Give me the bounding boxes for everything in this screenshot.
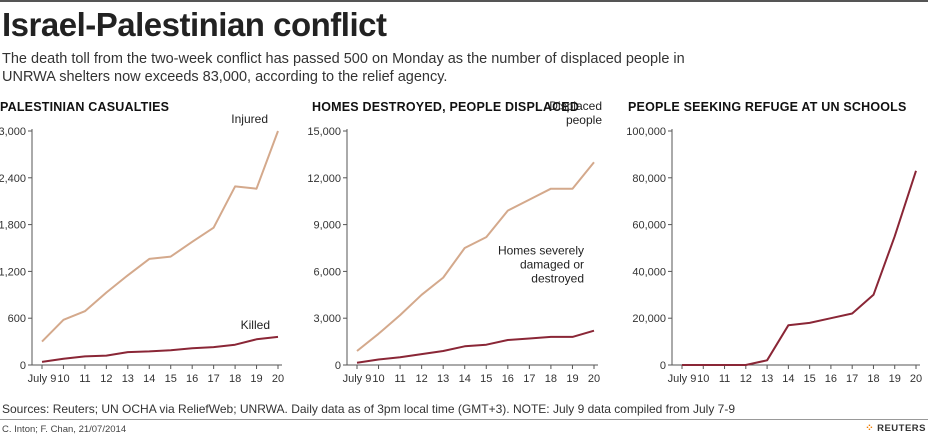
x-tick-label: 14	[782, 373, 794, 385]
x-tick-label: July 9	[28, 373, 57, 385]
page-subtitle: The death toll from the two-week conflic…	[2, 51, 685, 85]
chart-homes: 0 3,000 6,000 9,000 12,000 15,000 July 9 10 11 12…	[307, 99, 602, 385]
brand-name: REUTERS	[877, 423, 926, 434]
y-tick-label: 100,000	[626, 126, 666, 138]
series-annotation: destroyed	[531, 272, 584, 286]
footer-rule	[0, 419, 928, 420]
y-tick-label: 1,800	[0, 220, 26, 232]
series-annotation: Homes severely	[498, 244, 584, 258]
page-title: Israel-Palestinian conflict	[2, 6, 387, 43]
y-tick-label: 0	[20, 360, 26, 372]
x-tick-label: 10	[57, 373, 69, 385]
x-tick-label: 16	[825, 373, 837, 385]
y-tick-label: 3,000	[0, 126, 26, 138]
x-tick-label: 11	[394, 373, 405, 385]
series-annotation: people	[566, 113, 602, 127]
y-tick-label: 3,000	[313, 313, 341, 325]
chart-casualties: 0 600 1,200 1,800 2,400 3,000 July 9 10 11 12 13 14…	[0, 112, 284, 385]
y-tick-label: 40,000	[632, 266, 666, 278]
x-tick-label: 18	[867, 373, 879, 385]
x-tick-label: 17	[523, 373, 535, 385]
y-tick-label: 1,200	[0, 266, 26, 278]
x-tick-label: 13	[761, 373, 773, 385]
x-tick-label: 16	[186, 373, 198, 385]
x-tick-label: 14	[459, 373, 471, 385]
x-tick-label: 18	[545, 373, 557, 385]
x-tick-label: July 9	[343, 373, 372, 385]
y-tick-label: 0	[335, 360, 341, 372]
top-rule	[0, 0, 928, 2]
x-tick-label: 15	[165, 373, 177, 385]
y-tick-label: 20,000	[632, 313, 666, 325]
x-tick-label: 16	[502, 373, 514, 385]
y-tick-label: 80,000	[632, 173, 666, 185]
series-annotation: Killed	[241, 318, 270, 332]
x-tick-label: 19	[250, 373, 262, 385]
series-annotation: Injured	[231, 112, 268, 126]
chart-title: HOMES DESTROYED, PEOPLE DISPLACED	[312, 100, 580, 114]
y-tick-label: 15,000	[307, 126, 341, 138]
series-line-injured	[41, 130, 279, 343]
x-tick-label: 11	[79, 373, 90, 385]
y-tick-label: 60,000	[632, 220, 666, 232]
x-tick-label: 10	[372, 373, 384, 385]
y-tick-label: 12,000	[307, 173, 341, 185]
x-tick-label: 15	[480, 373, 492, 385]
series-line-people-seeking-refuge	[682, 170, 917, 366]
x-tick-label: 12	[416, 373, 428, 385]
series-line-killed	[41, 335, 279, 363]
y-tick-label: 600	[8, 313, 26, 325]
chart-panel-homes: HOMES DESTROYED, PEOPLE DISPLACED 0 3,000…	[307, 92, 612, 400]
x-tick-label: 13	[437, 373, 449, 385]
sources-note: Sources: Reuters; UN OCHA via ReliefWeb;…	[2, 402, 736, 416]
reuters-dots-icon: ⁘	[865, 423, 875, 434]
reuters-logo: ⁘ REUTERS	[865, 423, 926, 434]
series-annotation: Displaced	[549, 99, 602, 113]
x-tick-label: 19	[566, 373, 578, 385]
x-tick-label: 20	[272, 373, 284, 385]
series-line-displaced-people	[356, 161, 595, 352]
x-tick-label: 13	[122, 373, 134, 385]
x-tick-label: 17	[846, 373, 858, 385]
x-tick-label: 18	[229, 373, 241, 385]
x-tick-label: 11	[719, 373, 730, 385]
x-tick-label: 12	[100, 373, 112, 385]
series-annotation: damaged or	[520, 258, 584, 272]
x-tick-label: 12	[740, 373, 752, 385]
x-tick-label: 10	[697, 373, 709, 385]
credit-line: C. Inton; F. Chan, 21/07/2014	[2, 424, 127, 435]
x-tick-label: 19	[889, 373, 901, 385]
chart-title: PALESTINIAN CASUALTIES	[0, 100, 170, 114]
y-tick-label: 2,400	[0, 173, 26, 185]
x-tick-label: 17	[208, 373, 220, 385]
y-tick-label: 6,000	[313, 266, 341, 278]
y-tick-label: 0	[660, 360, 666, 372]
chart-panel-refuge: PEOPLE SEEKING REFUGE AT UN SCHOOLS 0 20,…	[626, 92, 926, 400]
x-tick-label: July 9	[668, 373, 697, 385]
y-tick-label: 9,000	[313, 220, 341, 232]
series-line-homes-severely-damaged-or-destroyed	[356, 329, 595, 364]
x-tick-label: 20	[910, 373, 922, 385]
x-tick-label: 15	[804, 373, 816, 385]
chart-panel-casualties: PALESTINIAN CASUALTIES 0 600 1,200 1,800 2,4…	[0, 92, 298, 400]
chart-refuge: 0 20,000 40,000 60,000 80,000 100,000 July 9 10…	[626, 126, 922, 385]
x-tick-label: 20	[588, 373, 600, 385]
chart-title: PEOPLE SEEKING REFUGE AT UN SCHOOLS	[628, 100, 907, 114]
x-tick-label: 14	[143, 373, 155, 385]
